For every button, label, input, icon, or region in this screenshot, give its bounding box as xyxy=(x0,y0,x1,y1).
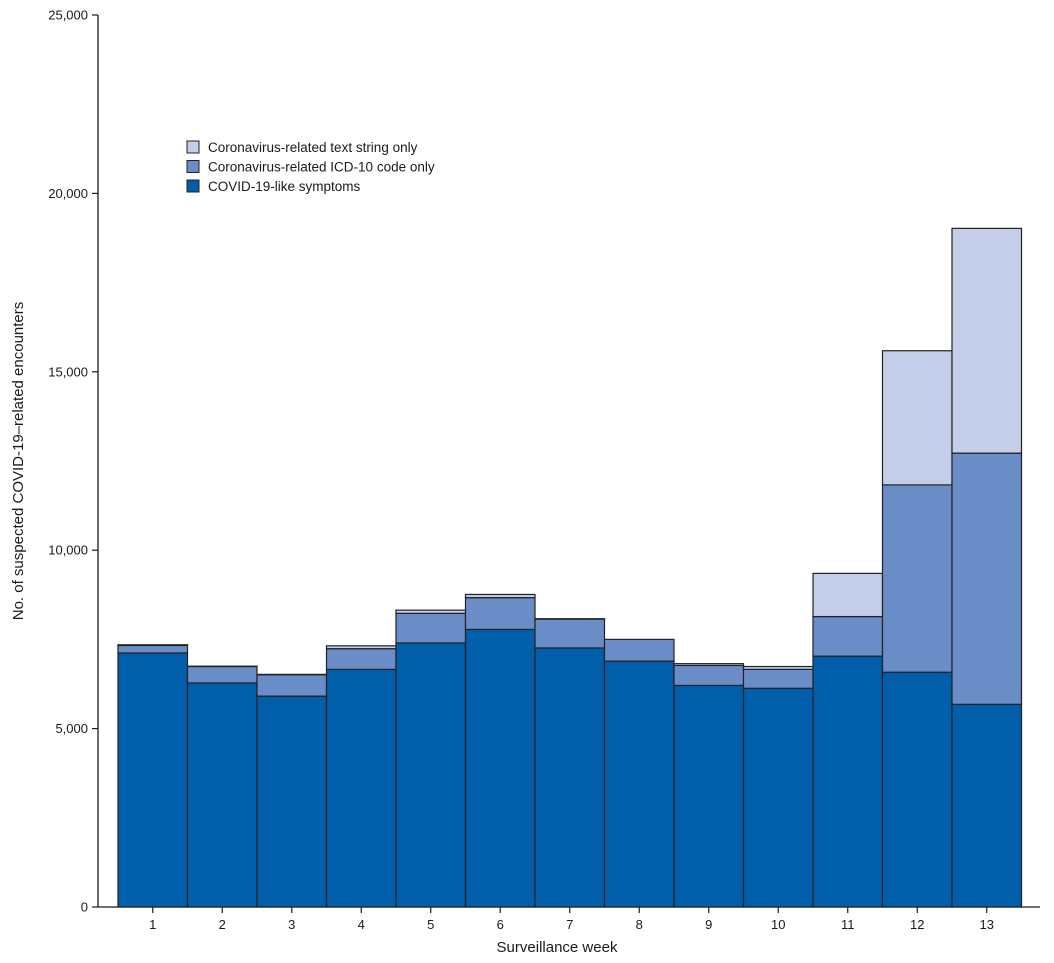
bar-segment-week-7-series-0 xyxy=(534,647,606,908)
bar-segment-week-5-series-2 xyxy=(395,609,467,614)
x-tick-label: 7 xyxy=(566,917,573,932)
x-axis-title: Surveillance week xyxy=(497,939,618,956)
x-tick-label: 8 xyxy=(636,917,643,932)
bar-segment-week-1-series-0 xyxy=(117,652,189,908)
x-tick-label: 12 xyxy=(910,917,924,932)
legend: Coronavirus-related text string only Coro… xyxy=(186,140,435,194)
bar-segment-week-8-series-0 xyxy=(603,660,675,908)
bar-segment-week-11-series-0 xyxy=(812,655,884,908)
x-tick-label: 4 xyxy=(358,917,365,932)
y-tick-label: 25,000 xyxy=(48,8,88,23)
bar-segment-week-13-series-2 xyxy=(951,227,1023,454)
bar-segment-week-5-series-1 xyxy=(395,612,467,644)
legend-swatch xyxy=(186,179,200,193)
bar-segment-week-6-series-0 xyxy=(464,628,536,908)
bar-segment-week-13-series-1 xyxy=(951,452,1023,705)
x-tick-label: 5 xyxy=(427,917,434,932)
y-tick-label: 10,000 xyxy=(48,543,88,558)
bar-segment-week-6-series-2 xyxy=(464,593,536,599)
y-tick-label: 5,000 xyxy=(55,721,88,736)
y-tick-label: 0 xyxy=(81,900,88,915)
y-tick-label: 20,000 xyxy=(48,186,88,201)
bar-segment-week-4-series-1 xyxy=(325,648,397,670)
x-tick-label: 9 xyxy=(705,917,712,932)
legend-label: Coronavirus-related text string only xyxy=(208,140,418,155)
bar-segment-week-1-series-1 xyxy=(117,644,189,654)
y-axis: 0 5,000 10,000 15,000 20,000 25,000 xyxy=(48,8,99,915)
bar-segment-week-9-series-2 xyxy=(673,663,745,667)
bar-segment-week-12-series-2 xyxy=(881,350,953,486)
bar-segment-week-4-series-0 xyxy=(325,668,397,908)
bar-segment-week-6-series-1 xyxy=(464,597,536,631)
bars xyxy=(117,227,1023,908)
x-tick-label: 11 xyxy=(841,917,855,932)
bar-segment-week-9-series-1 xyxy=(673,664,745,687)
legend-swatch xyxy=(186,140,200,154)
x-tick-label: 2 xyxy=(219,917,226,932)
bar-segment-week-11-series-1 xyxy=(812,615,884,657)
x-tick-label: 3 xyxy=(288,917,295,932)
bar-segment-week-1-series-2 xyxy=(117,644,189,647)
legend-swatch xyxy=(186,160,200,173)
bar-segment-week-2-series-0 xyxy=(186,682,258,908)
bar-segment-week-9-series-0 xyxy=(673,684,745,908)
y-tick-label: 15,000 xyxy=(48,364,88,379)
x-tick-label: 13 xyxy=(980,917,994,932)
bar-segment-week-12-series-1 xyxy=(881,484,953,673)
bar-segment-week-5-series-0 xyxy=(395,642,467,908)
x-axis: 1 2 3 4 5 6 7 8 9 10 11 12 13 xyxy=(98,906,1040,932)
bar-segment-week-12-series-0 xyxy=(881,671,953,908)
legend-label: COVID-19-like symptoms xyxy=(208,179,361,194)
legend-label: Coronavirus-related ICD-10 code only xyxy=(208,160,435,175)
bar-segment-week-8-series-1 xyxy=(603,638,675,662)
bar-segment-week-10-series-1 xyxy=(742,668,814,689)
bar-segment-week-2-series-1 xyxy=(186,665,258,684)
bar-segment-week-13-series-0 xyxy=(951,703,1023,908)
bar-segment-week-4-series-2 xyxy=(325,645,397,650)
bar-segment-week-7-series-1 xyxy=(534,618,606,649)
x-tick-label: 1 xyxy=(149,917,156,932)
bar-segment-week-3-series-0 xyxy=(256,695,328,908)
y-axis-title: No. of suspected COVID-19–related encoun… xyxy=(10,302,27,621)
bar-segment-week-10-series-2 xyxy=(742,665,814,670)
bar-segment-week-11-series-2 xyxy=(812,572,884,618)
x-tick-label: 10 xyxy=(771,917,785,932)
x-tick-label: 6 xyxy=(497,917,504,932)
bar-segment-week-10-series-0 xyxy=(742,687,814,908)
bar-segment-week-3-series-1 xyxy=(256,674,328,697)
